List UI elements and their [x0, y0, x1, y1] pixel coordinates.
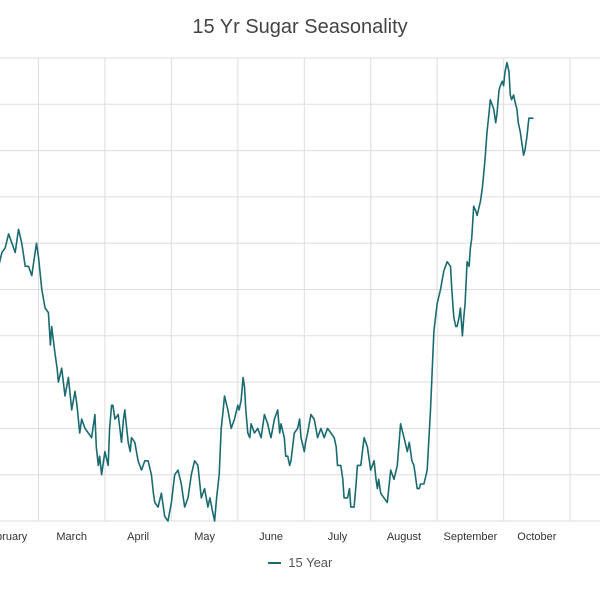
x-tick-label: September — [444, 531, 498, 543]
x-tick-label: October — [517, 531, 556, 543]
legend-swatch — [267, 561, 281, 564]
x-tick-label: August — [387, 531, 421, 543]
grid-lines — [0, 57, 600, 522]
x-axis-tick-labels: February March April May June July August Septe… — [0, 531, 557, 543]
x-tick-label: February — [0, 531, 28, 543]
legend-label: 15 Year — [288, 555, 333, 570]
x-tick-label: May — [194, 531, 215, 543]
legend: 15 Year — [0, 555, 600, 570]
chart-title: 15 Yr Sugar Seasonality — [192, 16, 408, 38]
x-tick-label: March — [56, 531, 87, 543]
series-line — [0, 61, 534, 522]
x-tick-label: April — [127, 531, 149, 543]
series-layer — [0, 61, 534, 522]
x-tick-label: July — [328, 531, 348, 543]
x-tick-label: June — [259, 531, 283, 543]
